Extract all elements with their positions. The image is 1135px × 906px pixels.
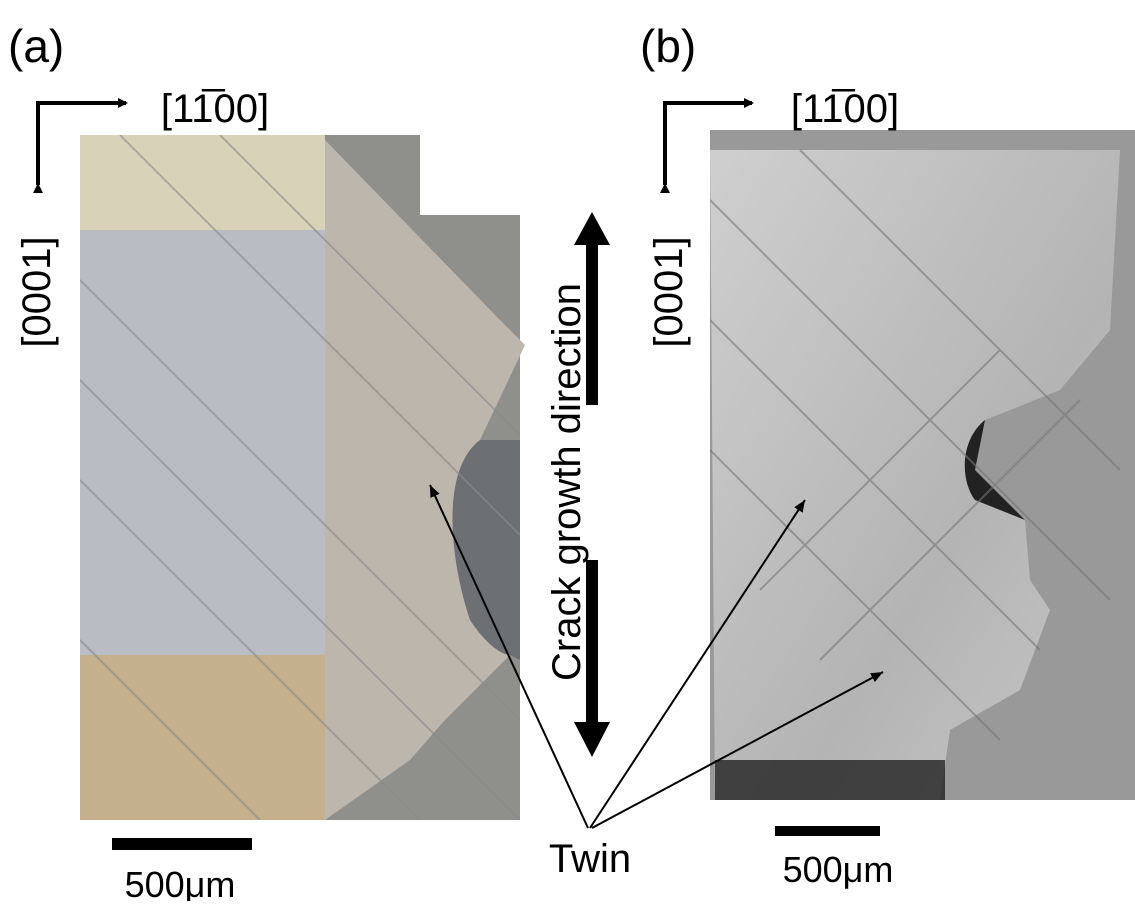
micrograph-a (80, 135, 525, 820)
scale-bar (775, 826, 880, 836)
scale-bar (112, 838, 252, 850)
figure: (a) [11̅00] [0001] 500μm (b) [11̅00] [00… (0, 0, 1135, 901)
scale-label: 500μm (783, 849, 894, 890)
crack-label: Crack growth direction (545, 283, 589, 681)
twin-label: Twin (549, 837, 631, 881)
panel-label: (a) (8, 20, 64, 72)
y-axis-label: [0001] (15, 236, 59, 347)
scale-label: 500μm (125, 864, 236, 901)
x-axis-label: [11̅00] (791, 87, 899, 131)
y-axis-label: [0001] (647, 236, 691, 347)
x-axis-label: [11̅00] (161, 87, 269, 131)
panel-label: (b) (640, 20, 696, 72)
micrograph-b (710, 130, 1135, 800)
